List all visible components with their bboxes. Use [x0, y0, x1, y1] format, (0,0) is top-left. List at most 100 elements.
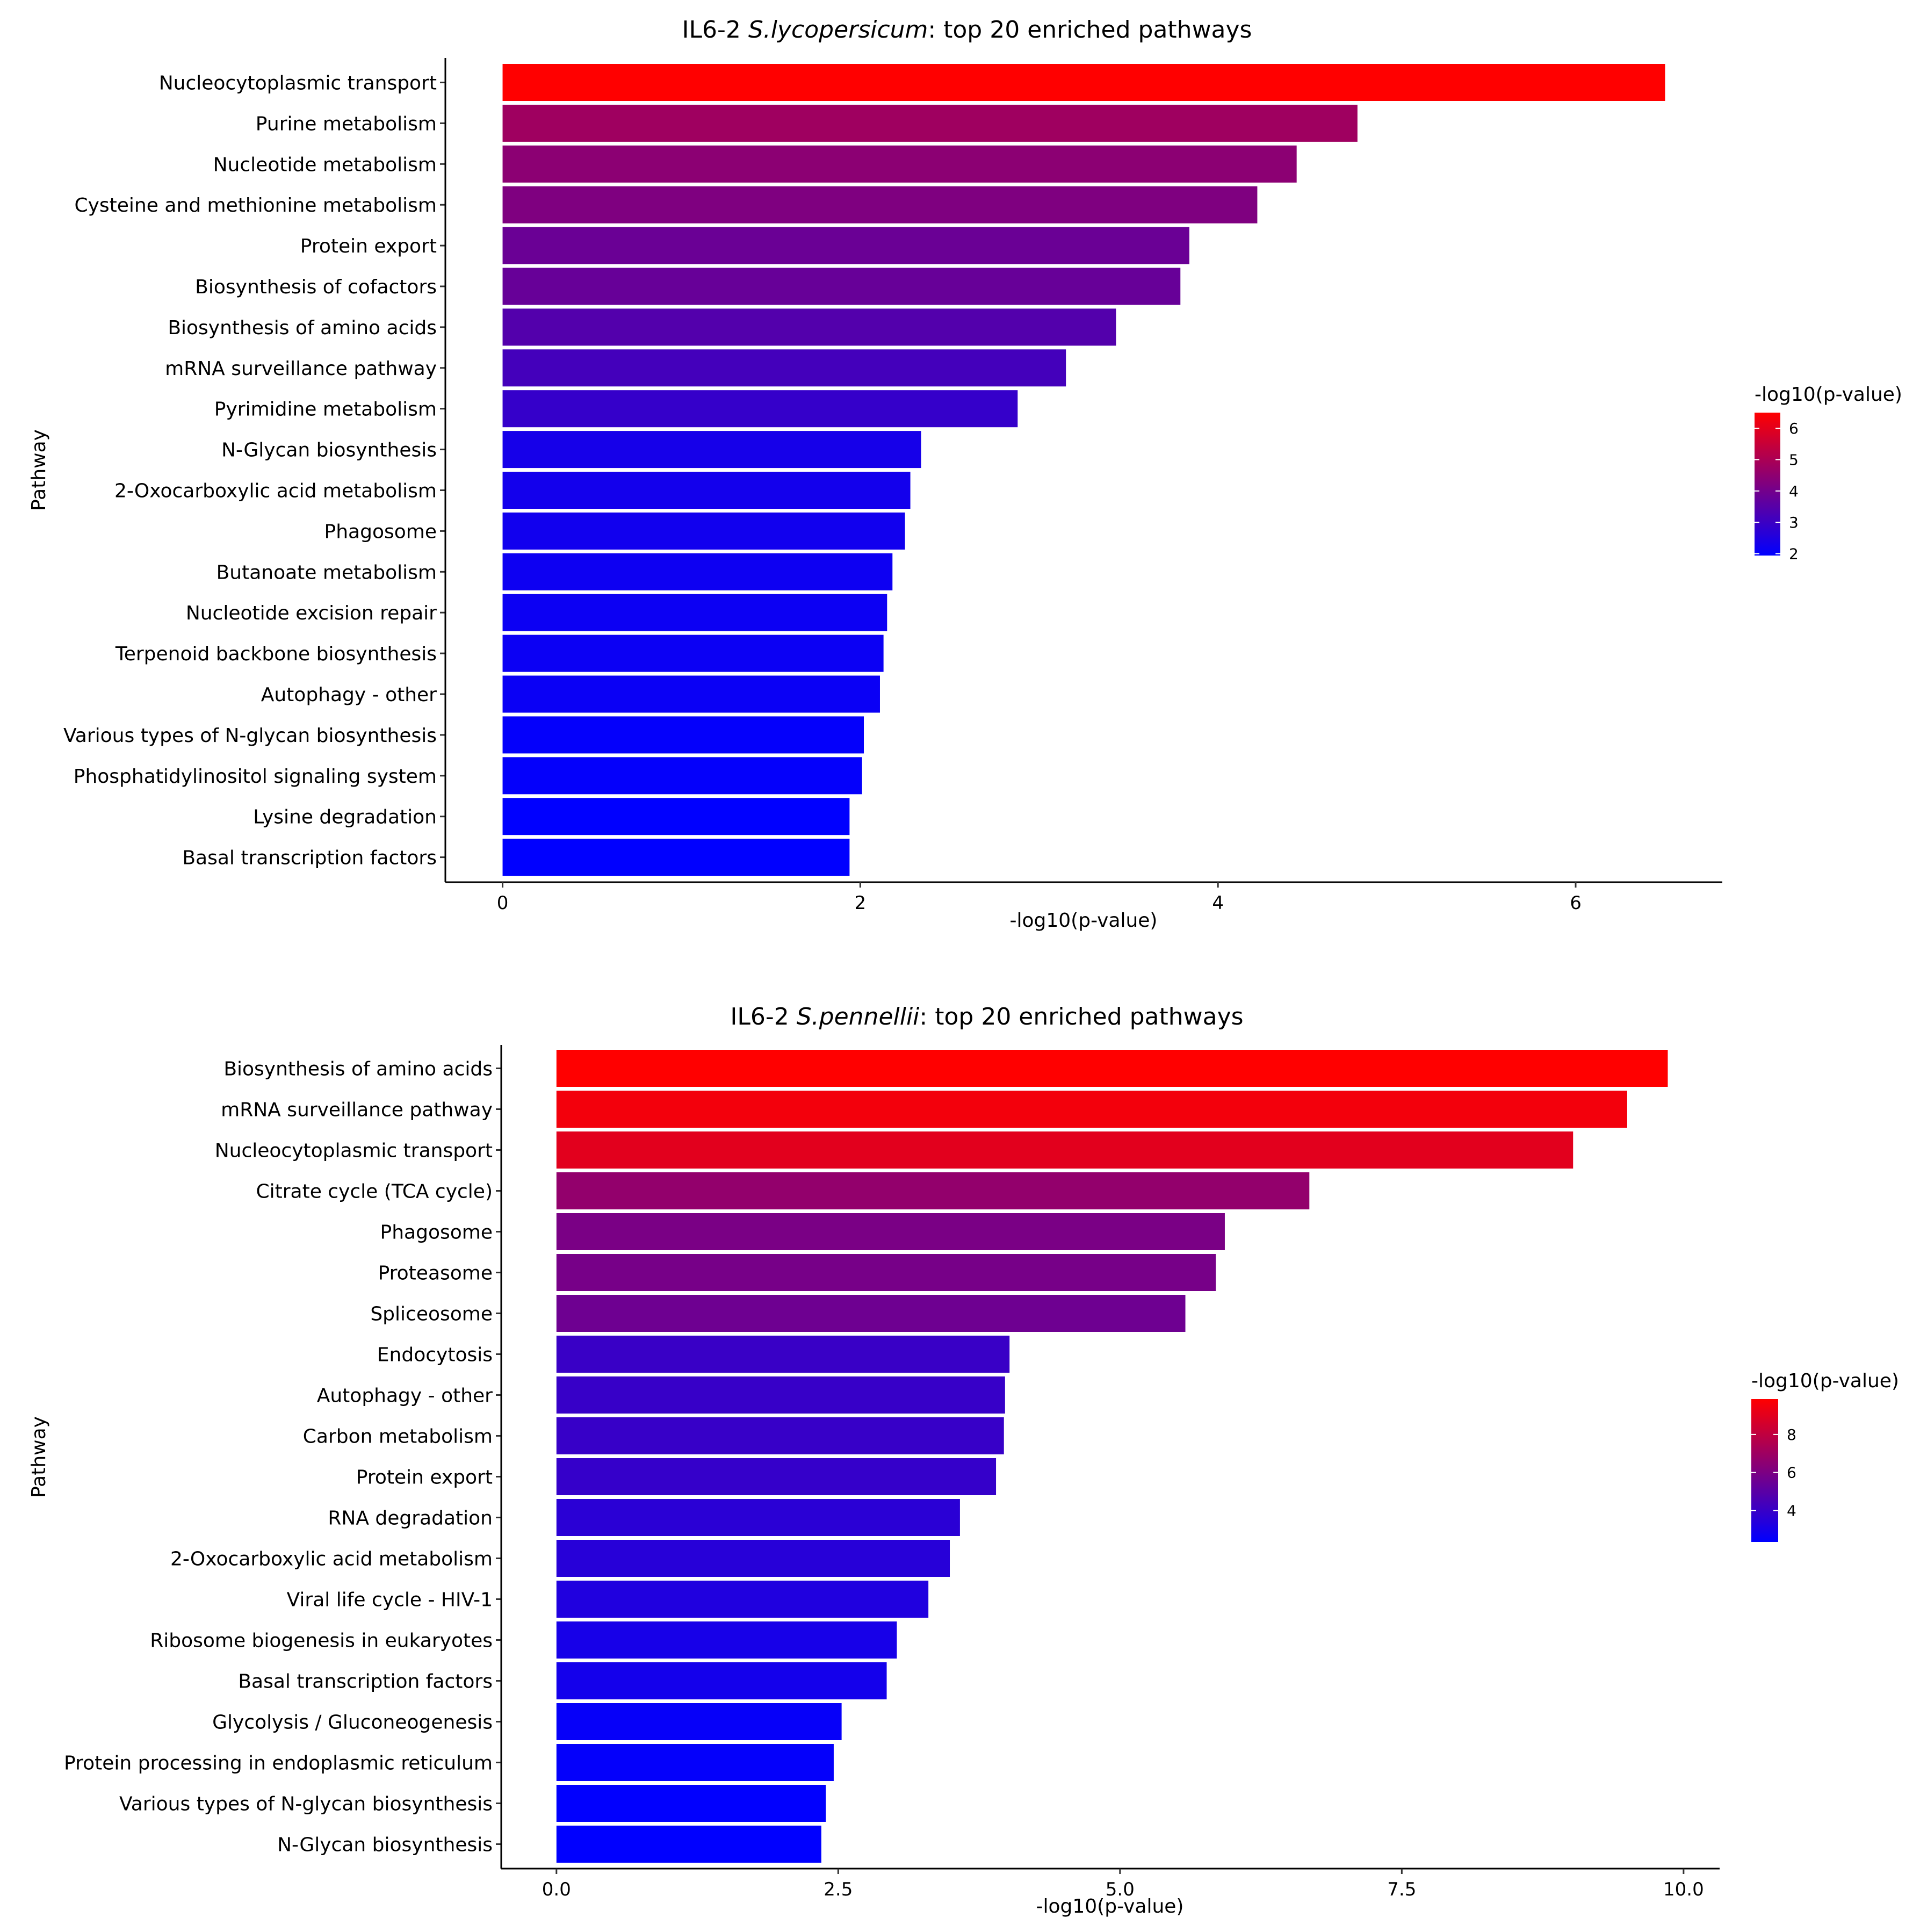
category-label: Citrate cycle (TCA cycle) — [256, 1181, 493, 1203]
category-label: Nucleotide metabolism — [213, 154, 437, 176]
top-bars — [502, 64, 1665, 876]
category-label: Autophagy - other — [261, 684, 437, 706]
bar — [502, 104, 1358, 142]
bar — [502, 635, 884, 672]
category-label: Nucleotide excision repair — [186, 602, 437, 624]
bar — [556, 1254, 1216, 1291]
category-label: Autophagy - other — [317, 1385, 493, 1407]
category-label: Pyrimidine metabolism — [214, 399, 437, 421]
category-label: Biosynthesis of amino acids — [168, 317, 437, 339]
bar — [502, 553, 893, 590]
bar — [502, 512, 905, 550]
category-label: Various types of N-glycan biosynthesis — [63, 725, 437, 747]
bar — [556, 1050, 1668, 1087]
x-tick-label: 0 — [497, 892, 509, 914]
legend-tick-label: 6 — [1787, 1464, 1796, 1482]
bar — [502, 349, 1066, 387]
category-label: Viral life cycle - HIV-1 — [287, 1589, 493, 1611]
x-tick-label: 7.5 — [1387, 1879, 1416, 1900]
bar — [556, 1744, 834, 1781]
category-label: N-Glycan biosynthesis — [221, 439, 437, 462]
category-label: RNA degradation — [328, 1508, 493, 1530]
category-label: Phagosome — [380, 1222, 493, 1244]
x-tick-label: 2 — [855, 892, 867, 914]
x-tick-label: 6 — [1570, 892, 1582, 914]
bar — [556, 1703, 842, 1740]
top-x-ticks: 0 2 4 6 — [497, 882, 1582, 914]
legend-tick-label: 5 — [1789, 451, 1799, 469]
top-x-axis-title: -log10(p-value) — [1010, 910, 1158, 932]
bottom-legend-colorbar — [1751, 1399, 1778, 1542]
bottom-x-ticks: 0.0 2.5 5.0 7.5 10.0 — [542, 1869, 1704, 1900]
bottom-chart-title: IL6-2 S.pennellii: top 20 enriched pathw… — [730, 1003, 1243, 1030]
category-label: Basal transcription factors — [238, 1671, 493, 1693]
bottom-bars — [556, 1050, 1668, 1863]
category-label: Protein export — [300, 235, 437, 257]
legend-tick-label: 6 — [1789, 420, 1799, 437]
category-label: Lysine degradation — [253, 806, 437, 828]
category-label: Cysteine and methionine metabolism — [74, 194, 437, 217]
legend-tick-label: 8 — [1787, 1426, 1796, 1444]
bottom-legend-title: -log10(p-value) — [1751, 1370, 1899, 1392]
x-tick-label: 10.0 — [1663, 1879, 1704, 1900]
category-label: 2-Oxocarboxylic acid metabolism — [114, 480, 437, 502]
bar — [556, 1376, 1005, 1414]
bar — [556, 1499, 960, 1536]
category-label: 2-Oxocarboxylic acid metabolism — [170, 1548, 493, 1570]
bar — [556, 1581, 929, 1618]
top-color-legend: -log10(p-value) 2 3 4 5 6 — [1755, 384, 1902, 563]
bar — [556, 1540, 950, 1577]
bar — [502, 227, 1189, 264]
bar — [502, 716, 864, 754]
top-chart-title: IL6-2 S.lycopersicum: top 20 enriched pa… — [682, 16, 1252, 44]
category-label: Protein export — [356, 1467, 493, 1489]
top-category-labels: Nucleocytoplasmic transport Purine metabo… — [63, 73, 445, 869]
bar — [502, 472, 911, 509]
bar — [502, 308, 1116, 346]
bar — [502, 675, 880, 713]
category-label: Various types of N-glycan biosynthesis — [119, 1793, 493, 1815]
bar — [556, 1417, 1004, 1454]
category-label: N-Glycan biosynthesis — [277, 1834, 493, 1856]
top-chart-panel: IL6-2 S.lycopersicum: top 20 enriched pa… — [28, 16, 1902, 932]
bar — [556, 1621, 897, 1659]
bar — [556, 1458, 997, 1495]
category-label: Spliceosome — [370, 1303, 493, 1325]
bottom-color-legend: -log10(p-value) 4 6 8 — [1751, 1370, 1899, 1542]
legend-tick-label: 4 — [1789, 482, 1799, 500]
category-label: Endocytosis — [377, 1344, 493, 1366]
bar — [502, 64, 1665, 101]
bar — [556, 1091, 1627, 1128]
category-label: Glycolysis / Gluconeogenesis — [212, 1712, 493, 1734]
category-label: mRNA surveillance pathway — [165, 358, 437, 380]
bar — [556, 1336, 1010, 1373]
bar — [502, 798, 850, 835]
bar — [502, 431, 921, 468]
top-y-axis-title: Pathway — [28, 429, 50, 511]
category-label: Nucleocytoplasmic transport — [159, 73, 437, 95]
category-label: Carbon metabolism — [303, 1426, 493, 1448]
x-tick-label: 2.5 — [824, 1879, 853, 1900]
category-label: Phosphatidylinositol signaling system — [74, 766, 437, 788]
category-label: Phagosome — [324, 521, 437, 543]
bottom-legend-ticks: 4 6 8 — [1751, 1426, 1796, 1520]
category-label: Terpenoid backbone biosynthesis — [115, 643, 437, 665]
category-label: Basal transcription factors — [182, 847, 437, 869]
category-label: Nucleocytoplasmic transport — [215, 1140, 493, 1162]
top-legend-title: -log10(p-value) — [1755, 384, 1902, 406]
legend-tick-label: 4 — [1787, 1502, 1796, 1520]
x-tick-label: 5.0 — [1106, 1879, 1135, 1900]
bar — [556, 1662, 887, 1699]
bar — [556, 1785, 826, 1822]
bar — [556, 1826, 821, 1863]
bar — [502, 390, 1018, 428]
category-label: Biosynthesis of amino acids — [223, 1058, 493, 1080]
category-label: Butanoate metabolism — [216, 561, 437, 583]
top-legend-colorbar — [1755, 413, 1780, 556]
bar — [502, 186, 1258, 224]
bottom-chart-panel: IL6-2 S.pennellii: top 20 enriched pathw… — [28, 1003, 1899, 1917]
category-label: Protein processing in endoplasmic reticu… — [64, 1753, 493, 1775]
bar — [556, 1213, 1225, 1250]
legend-tick-label: 2 — [1789, 545, 1799, 563]
